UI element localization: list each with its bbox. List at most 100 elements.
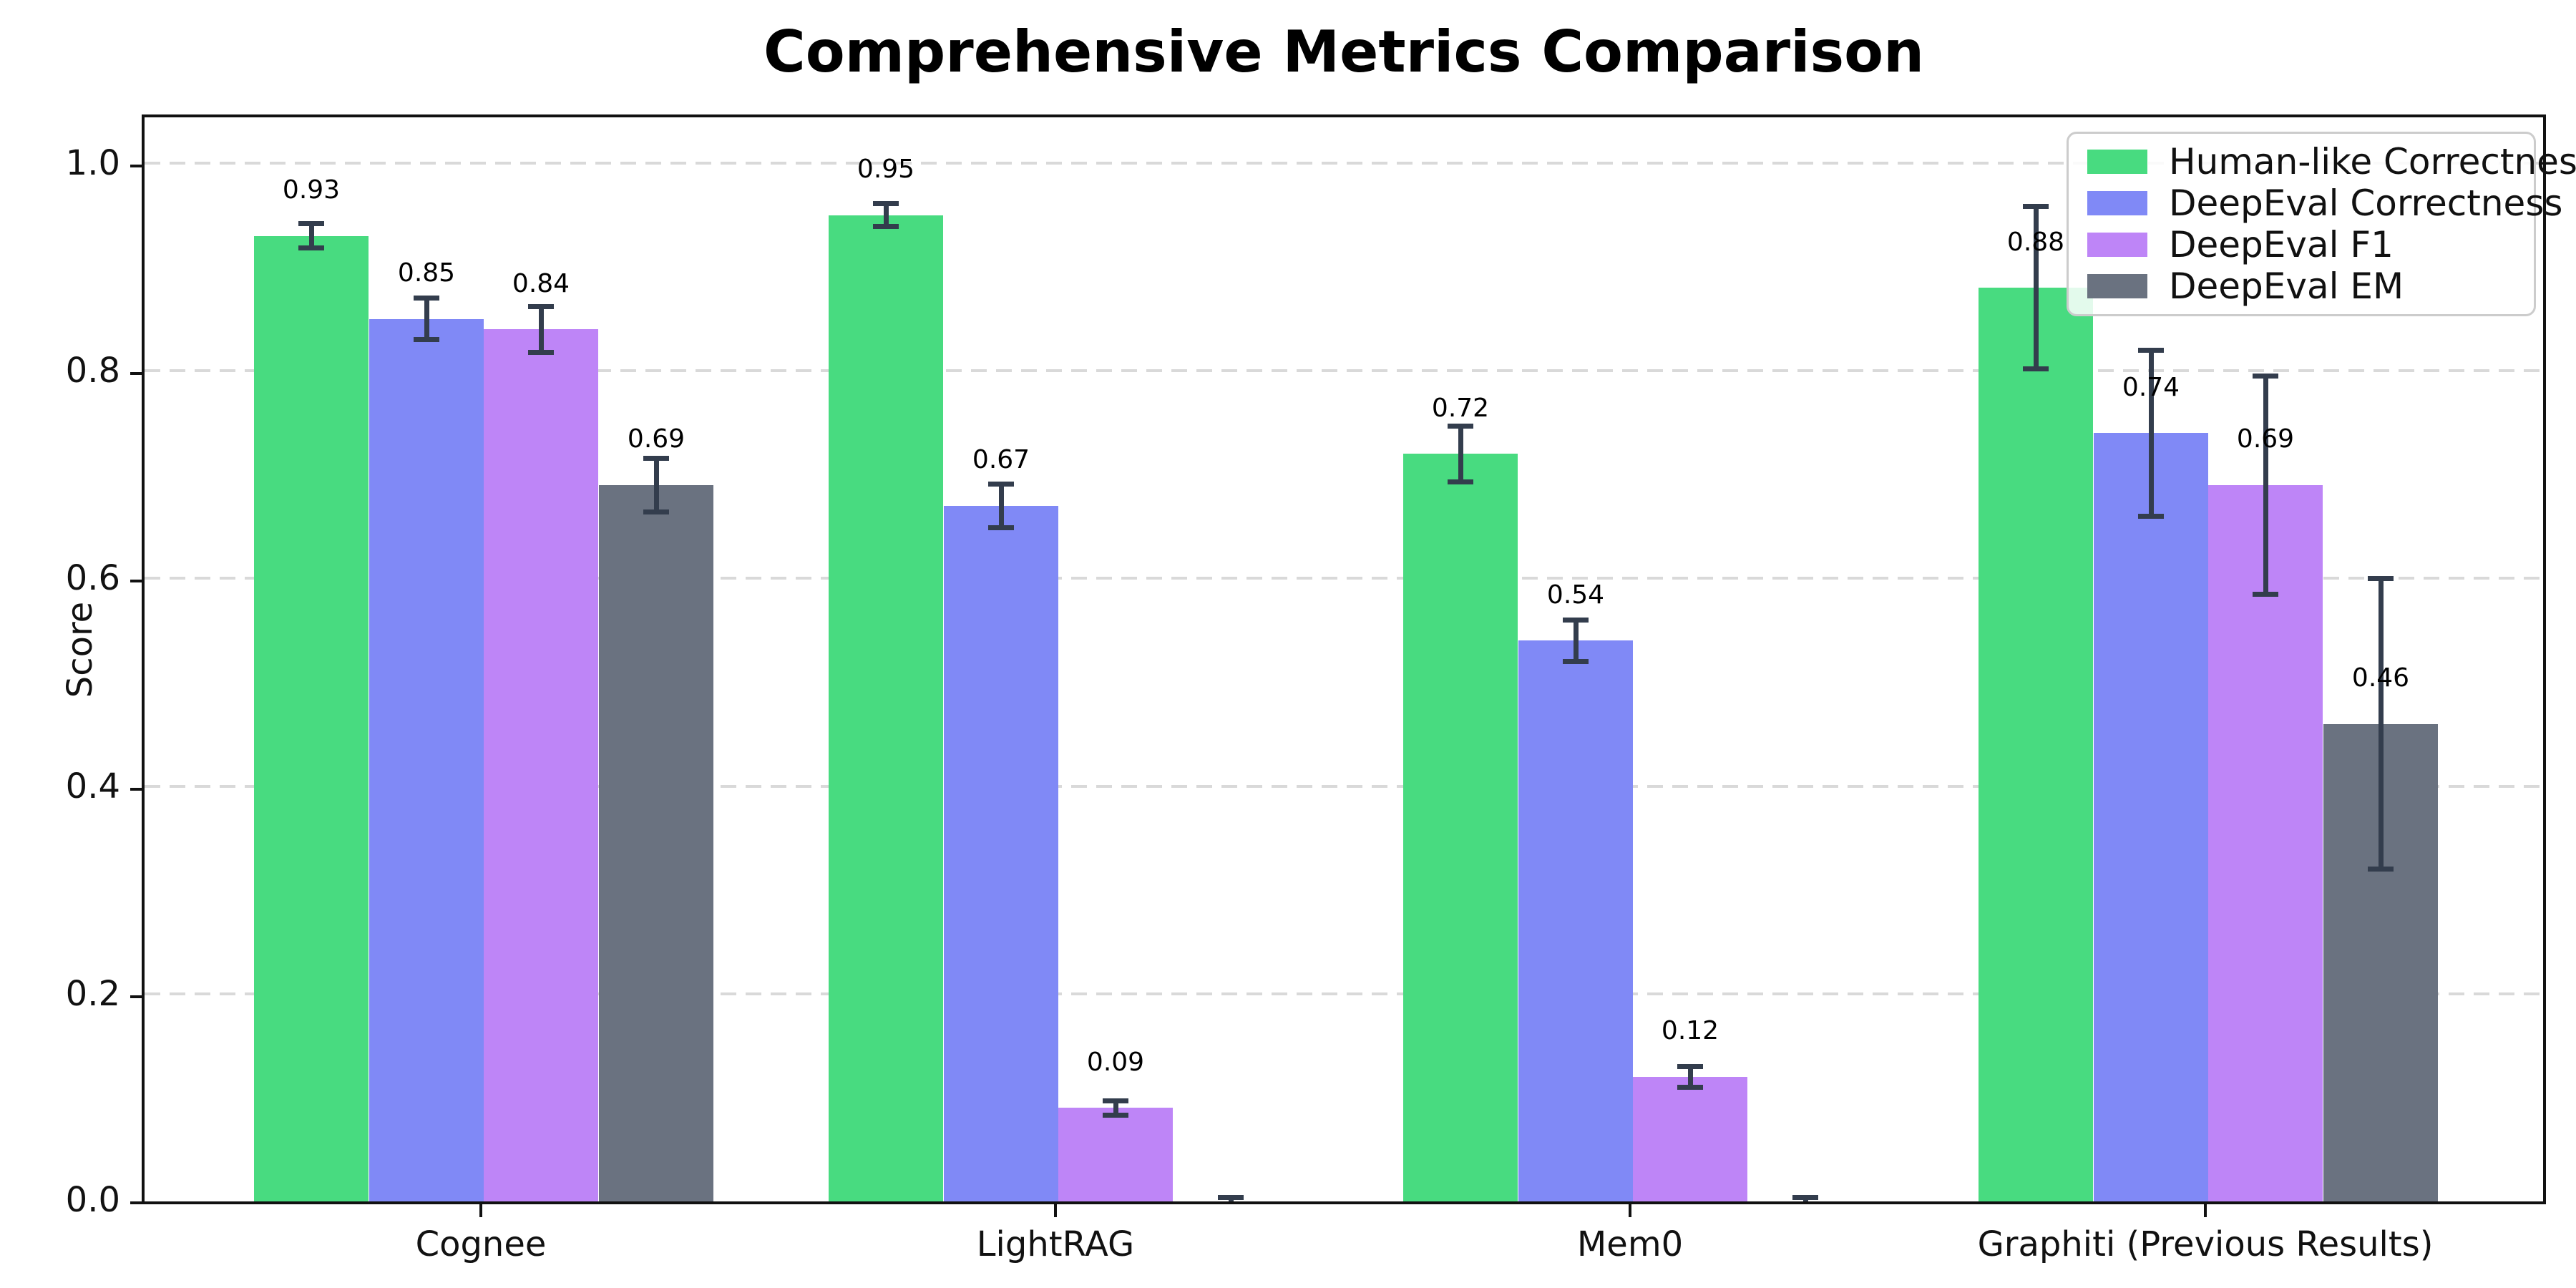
- bar-deepeval-correctness-mem0: [1518, 640, 1633, 1201]
- errorbar-cap-low-deepeval-correctness-cognee: [414, 337, 439, 343]
- errorbar-cap-high-deepeval-correctness-lightrag: [988, 481, 1014, 487]
- x-tick-label-mem0: Mem0: [1576, 1224, 1684, 1264]
- legend: Human-like Correctness DeepEval Correctne…: [2067, 132, 2576, 316]
- x-tick-mark: [479, 1204, 482, 1217]
- errorbar-cap-high-deepeval-correctness-graphiti-previous-results: [2138, 347, 2164, 353]
- bar-deepeval-f1-lightrag: [1058, 1108, 1173, 1201]
- gridline-y-0.6: [145, 577, 2543, 580]
- legend-item-deepeval-em: DeepEval EM: [2087, 265, 2515, 307]
- bar-deepeval-correctness-cognee: [369, 318, 484, 1201]
- errorbar-human-like-correctness-mem0: [1458, 426, 1463, 482]
- legend-label-human-like-correctness: Human-like Correctness: [2169, 141, 2576, 182]
- gridline-y-0.4: [145, 784, 2543, 788]
- errorbar-human-like-correctness-cognee: [308, 223, 314, 248]
- y-tick-label: 0.4: [65, 766, 120, 806]
- errorbar-cap-low-deepeval-correctness-mem0: [1563, 658, 1589, 664]
- errorbar-cap-high-deepeval-em-cognee: [643, 455, 669, 461]
- y-tick-label: 0.0: [65, 1180, 120, 1220]
- errorbar-cap-low-human-like-correctness-mem0: [1448, 479, 1473, 484]
- bar-human-like-correctness-graphiti-previous-results: [1979, 288, 2093, 1201]
- bar-value-label-deepeval-em-graphiti-previous-results: 0.46: [2351, 663, 2410, 693]
- errorbar-cap-high-human-like-correctness-mem0: [1448, 423, 1473, 429]
- x-tick-mark: [1054, 1204, 1057, 1217]
- bar-human-like-correctness-mem0: [1403, 454, 1518, 1201]
- bar-value-label-deepeval-f1-lightrag: 0.09: [1086, 1047, 1145, 1077]
- bar-deepeval-em-cognee: [599, 484, 713, 1201]
- errorbar-cap-high-deepeval-correctness-cognee: [414, 296, 439, 301]
- bar-value-label-deepeval-em-cognee: 0.69: [627, 424, 686, 454]
- y-tick-mark: [130, 165, 142, 167]
- errorbar-cap-high-deepeval-f1-cognee: [528, 303, 554, 309]
- errorbar-cap-low-deepeval-em-lightrag: [1218, 1203, 1244, 1204]
- errorbar-cap-high-human-like-correctness-cognee: [298, 220, 324, 226]
- errorbar-cap-low-deepeval-em-graphiti-previous-results: [2368, 867, 2394, 872]
- errorbar-cap-high-deepeval-em-lightrag: [1218, 1194, 1244, 1200]
- errorbar-deepeval-f1-cognee: [538, 306, 544, 353]
- bar-value-label-human-like-correctness-graphiti-previous-results: 0.88: [2006, 227, 2065, 257]
- errorbar-cap-low-human-like-correctness-cognee: [298, 245, 324, 251]
- bar-value-label-human-like-correctness-lightrag: 0.95: [857, 155, 915, 185]
- errorbar-cap-low-deepeval-correctness-graphiti-previous-results: [2138, 513, 2164, 519]
- legend-swatch-deepeval-correctness: [2087, 191, 2147, 215]
- bar-deepeval-correctness-graphiti-previous-results: [2094, 433, 2208, 1201]
- x-tick-label-cognee: Cognee: [415, 1224, 547, 1264]
- legend-label-deepeval-em: DeepEval EM: [2169, 265, 2404, 307]
- y-tick-mark: [130, 995, 142, 998]
- bar-deepeval-f1-graphiti-previous-results: [2208, 484, 2323, 1201]
- x-tick-mark: [2204, 1204, 2207, 1217]
- x-tick-label-graphiti-previous-results: Graphiti (Previous Results): [1977, 1224, 2434, 1264]
- errorbar-cap-low-human-like-correctness-lightrag: [873, 224, 899, 230]
- errorbar-cap-high-human-like-correctness-lightrag: [873, 201, 899, 207]
- x-tick-label-lightrag: LightRAG: [976, 1224, 1135, 1264]
- y-tick-label: 0.8: [65, 351, 120, 391]
- errorbar-human-like-correctness-lightrag: [883, 203, 889, 227]
- y-tick-label: 1.0: [65, 143, 120, 183]
- errorbar-cap-low-deepeval-f1-mem0: [1677, 1084, 1703, 1090]
- bar-value-label-human-like-correctness-cognee: 0.93: [282, 175, 341, 205]
- bar-deepeval-f1-mem0: [1633, 1076, 1747, 1201]
- legend-swatch-human-like-correctness: [2087, 150, 2147, 174]
- errorbar-cap-low-human-like-correctness-graphiti-previous-results: [2023, 366, 2049, 371]
- legend-item-deepeval-f1: DeepEval F1: [2087, 224, 2515, 265]
- errorbar-deepeval-f1-graphiti-previous-results: [2263, 376, 2268, 595]
- errorbar-deepeval-correctness-cognee: [424, 298, 429, 340]
- bar-value-label-deepeval-correctness-mem0: 0.54: [1546, 580, 1605, 610]
- bar-deepeval-correctness-lightrag: [944, 505, 1058, 1201]
- errorbar-cap-high-deepeval-em-graphiti-previous-results: [2368, 575, 2394, 581]
- errorbar-cap-low-deepeval-f1-cognee: [528, 349, 554, 355]
- y-tick-label: 0.2: [65, 973, 120, 1014]
- chart-title: Comprehensive Metrics Comparison: [763, 19, 1925, 85]
- errorbar-deepeval-em-cognee: [653, 458, 659, 512]
- bar-value-label-deepeval-correctness-lightrag: 0.67: [972, 445, 1030, 475]
- errorbar-deepeval-correctness-mem0: [1573, 620, 1579, 662]
- bar-value-label-deepeval-f1-mem0: 0.12: [1661, 1016, 1719, 1046]
- errorbar-human-like-correctness-graphiti-previous-results: [2033, 206, 2039, 369]
- errorbar-cap-low-deepeval-f1-lightrag: [1103, 1113, 1128, 1118]
- errorbar-cap-high-deepeval-em-mem0: [1792, 1194, 1818, 1200]
- bar-deepeval-f1-cognee: [484, 329, 598, 1201]
- legend-swatch-deepeval-f1: [2087, 233, 2147, 257]
- y-tick-mark: [130, 787, 142, 791]
- errorbar-cap-low-deepeval-em-cognee: [643, 509, 669, 515]
- legend-label-deepeval-f1: DeepEval F1: [2169, 224, 2394, 265]
- errorbar-deepeval-em-graphiti-previous-results: [2378, 578, 2384, 869]
- legend-item-deepeval-correctness: DeepEval Correctness: [2087, 182, 2562, 224]
- errorbar-deepeval-correctness-graphiti-previous-results: [2148, 350, 2154, 517]
- errorbar-cap-high-deepeval-correctness-mem0: [1563, 617, 1589, 623]
- bar-value-label-deepeval-correctness-graphiti-previous-results: 0.74: [2122, 372, 2180, 402]
- errorbar-cap-low-deepeval-correctness-lightrag: [988, 525, 1014, 530]
- gridline-y-1: [145, 162, 2543, 165]
- bar-human-like-correctness-lightrag: [829, 215, 943, 1201]
- bar-human-like-correctness-cognee: [254, 235, 369, 1201]
- bar-value-label-deepeval-f1-cognee: 0.84: [512, 268, 570, 298]
- errorbar-cap-high-deepeval-f1-mem0: [1677, 1063, 1703, 1069]
- x-tick-mark: [1629, 1204, 1631, 1217]
- errorbar-cap-low-deepeval-em-mem0: [1792, 1203, 1818, 1204]
- y-tick-label: 0.6: [65, 558, 120, 599]
- bar-value-label-deepeval-correctness-cognee: 0.85: [397, 258, 456, 288]
- errorbar-deepeval-correctness-lightrag: [998, 484, 1004, 528]
- legend-label-deepeval-correctness: DeepEval Correctness: [2169, 182, 2563, 224]
- errorbar-cap-low-deepeval-f1-graphiti-previous-results: [2253, 591, 2278, 597]
- gridline-y-0.8: [145, 369, 2543, 373]
